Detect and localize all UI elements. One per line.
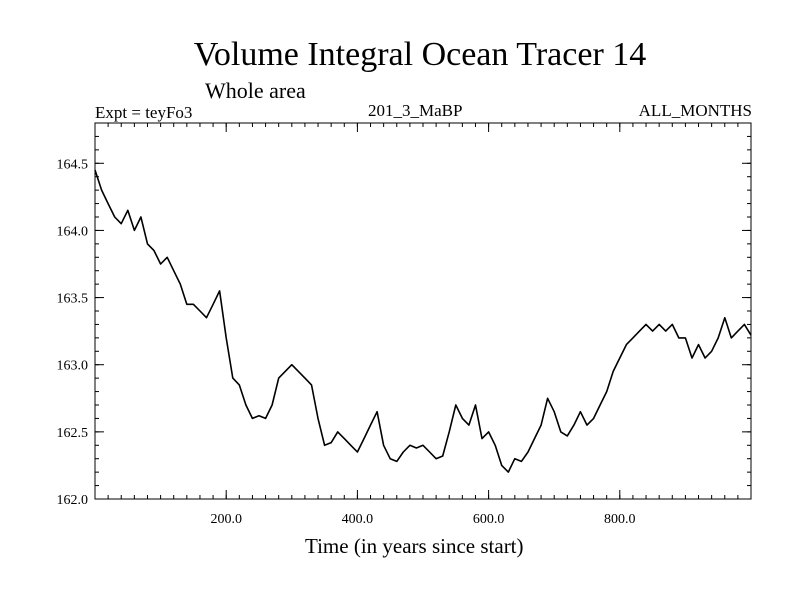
axis-tick-labels: 200.0 400.0 600.0 800.0 162.0 162.5 163.0 163.5… — [57, 157, 636, 527]
x-tick-label: 400.0 — [342, 512, 374, 527]
y-tick-label: 162.5 — [57, 426, 89, 441]
chart-subtitle: Whole area — [205, 78, 306, 103]
chart-title: Volume Integral Ocean Tracer 14 — [193, 36, 647, 73]
run-label: 201_3_MaBP — [368, 101, 463, 120]
x-axis-label: Time (in years since start) — [305, 534, 524, 558]
x-tick-label: 200.0 — [210, 512, 242, 527]
series-group — [94, 169, 752, 473]
x-tick-label: 600.0 — [473, 512, 505, 527]
months-label: ALL_MONTHS — [638, 101, 752, 120]
y-tick-label: 164.0 — [57, 224, 89, 239]
x-tick-label: 800.0 — [604, 512, 636, 527]
y-tick-label: 164.5 — [57, 157, 89, 172]
experiment-label: Expt = teyFo3 — [95, 103, 193, 122]
axis-ticks — [95, 123, 751, 500]
plot-frame — [94, 122, 752, 500]
series-line — [94, 169, 752, 473]
y-tick-label: 163.5 — [57, 292, 89, 307]
y-tick-label: 163.0 — [57, 359, 89, 374]
y-tick-label: 162.0 — [57, 493, 89, 508]
